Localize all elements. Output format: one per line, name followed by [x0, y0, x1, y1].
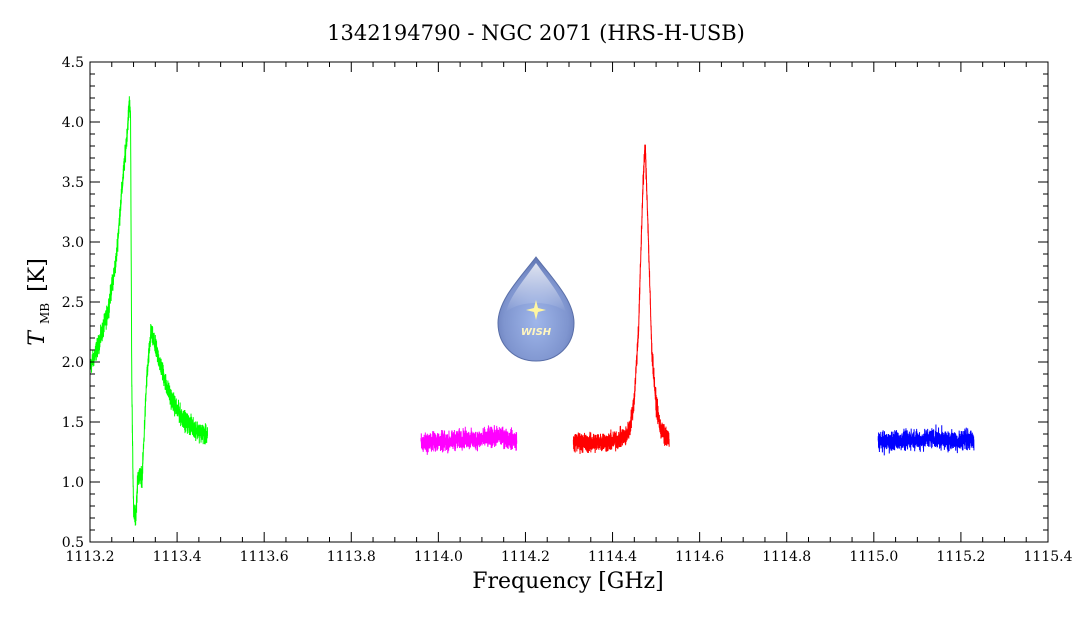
y-tick-label: 4.0 — [62, 115, 84, 131]
series-layer — [90, 96, 975, 526]
x-tick-label: 1113.8 — [327, 549, 376, 565]
y-axis-label-symbol: T — [25, 329, 50, 346]
y-axis-label: T MB [K] — [25, 258, 53, 346]
wish-logo: WISH — [497, 256, 575, 362]
chart-title: 1342194790 - NGC 2071 (HRS-H-USB) — [327, 21, 745, 45]
x-tick-label: 1114.4 — [588, 549, 637, 565]
y-tick-label: 1.5 — [62, 415, 84, 431]
x-tick-label: 1114.6 — [675, 549, 724, 565]
spectrum-series-4 — [877, 424, 975, 456]
svg-text:T MB [K]: T MB [K] — [25, 258, 53, 346]
x-tick-label: 1113.4 — [153, 549, 202, 565]
x-tick-label: 1115.4 — [1024, 549, 1072, 565]
spectrum-series-1 — [90, 96, 209, 526]
axis-ticks — [89, 61, 1049, 543]
y-tick-label: 2.5 — [62, 295, 84, 311]
x-tick-label: 1114.2 — [501, 549, 550, 565]
x-tick-label: 1113.2 — [66, 549, 115, 565]
spectrum-series-3 — [572, 144, 670, 455]
x-tick-label: 1114.8 — [762, 549, 811, 565]
y-tick-label: 1.0 — [62, 475, 84, 491]
y-axis-label-subscript: MB — [38, 303, 52, 324]
x-tick-label: 1115.2 — [936, 549, 985, 565]
x-tick-label: 1115.0 — [849, 549, 898, 565]
y-axis-label-unit: [K] — [25, 258, 50, 292]
y-tick-labels: 0.5 1.0 1.5 2.0 2.5 3.0 3.5 4.0 4.5 — [62, 55, 84, 551]
y-tick-label: 2.0 — [62, 355, 84, 371]
y-tick-label: 3.5 — [62, 175, 84, 191]
star-icon — [526, 300, 546, 320]
spectrum-series-2 — [420, 425, 518, 455]
y-tick-label: 4.5 — [62, 55, 84, 71]
logo-text: WISH — [521, 327, 552, 338]
x-tick-labels: 1113.2 1113.4 1113.6 1113.8 1114.0 1114.2 1114… — [66, 549, 1072, 565]
y-tick-label: 0.5 — [62, 535, 84, 551]
x-axis-label: Frequency [GHz] — [472, 569, 664, 594]
x-tick-label: 1113.6 — [240, 549, 289, 565]
x-tick-label: 1114.0 — [414, 549, 463, 565]
y-tick-label: 3.0 — [62, 235, 84, 251]
